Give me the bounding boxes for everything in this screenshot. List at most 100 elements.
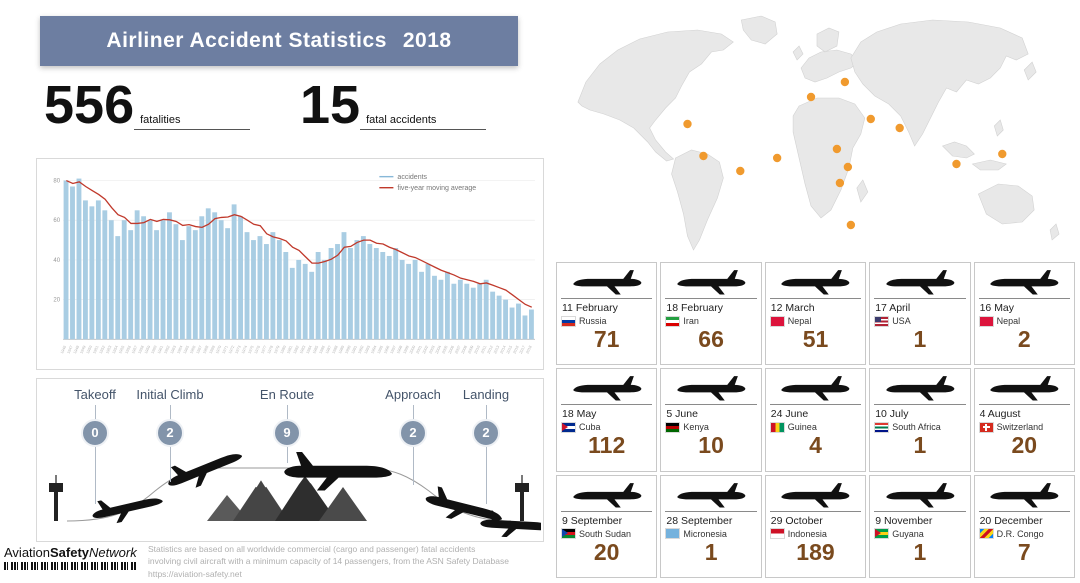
accident-date: 20 December [979, 514, 1043, 527]
fatalities-count: 51 [802, 326, 829, 352]
accident-date: 18 May [562, 408, 597, 421]
x-axis-year-label: 2000 [409, 345, 416, 354]
fatalities-count: 20 [593, 538, 620, 565]
accident-location-dot [699, 151, 708, 161]
accident-bar [244, 232, 250, 340]
legend-moving-average-label: five-year moving average [397, 185, 476, 192]
y-axis-tick-label: 60 [53, 218, 60, 224]
accident-bar [522, 315, 528, 340]
x-axis-year-label: 1987 [325, 345, 332, 354]
x-axis-year-label: 1972 [228, 345, 235, 354]
x-axis-year-label: 1980 [280, 345, 287, 354]
asn-url-link[interactable]: https://aviation-safety.net [148, 568, 242, 579]
x-axis-year-label: 2005 [441, 345, 448, 354]
card-divider [978, 404, 1070, 406]
x-axis-year-label: 1983 [299, 345, 306, 354]
accident-card: 18 February Iran 66 [660, 262, 762, 366]
card-divider [978, 298, 1070, 299]
chart-legend: accidents five-year moving average [379, 174, 476, 192]
accident-bar [393, 248, 399, 340]
x-axis-year-label: 2012 [487, 345, 494, 354]
airplane-silhouette-icon [880, 373, 960, 403]
accident-bar [95, 200, 101, 340]
phase-count-badge: 2 [156, 419, 184, 447]
accident-bar [179, 240, 185, 340]
accident-bar [464, 283, 470, 340]
x-axis-year-label: 1970 [215, 345, 222, 354]
x-axis-year-label: 1979 [273, 345, 280, 354]
accident-bar [276, 240, 282, 340]
accident-bar [251, 240, 256, 340]
accident-bar [218, 220, 224, 340]
x-axis-year-label: 1974 [241, 345, 248, 354]
country-name: Indonesia [787, 528, 827, 539]
x-axis-year-label: 1969 [209, 345, 216, 354]
disclaimer-line-2: involving civil aircraft with a minimum … [148, 556, 509, 567]
scandinavia [816, 27, 840, 53]
accident-bar [212, 212, 218, 340]
legend-accidents-label: accidents [397, 174, 427, 181]
phase-label: En Route [259, 387, 315, 402]
accident-bar [257, 236, 263, 340]
accident-bar [238, 216, 243, 340]
accident-country-row: South Sudan [561, 528, 656, 540]
phase-count-badge: 9 [273, 419, 301, 447]
accident-bar [477, 283, 483, 340]
accident-country-row: Cuba [561, 421, 656, 433]
accident-card: 29 October Indonesia 189 [764, 474, 867, 578]
accident-cards-grid: 11 February Russia 71 18 February Iran 66 12 M… [556, 262, 1075, 578]
x-axis-year-label: 1946 [60, 345, 67, 354]
x-axis-year-label: 1948 [73, 345, 80, 354]
accident-location-dot [998, 149, 1007, 159]
accident-bar [199, 216, 205, 340]
accident-country-row: Guinea [769, 421, 865, 433]
accident-bar [451, 283, 457, 340]
country-name: Guyana [892, 528, 924, 539]
country-name: USA [892, 316, 911, 326]
x-axis-year-label: 1988 [332, 345, 339, 354]
country-flag-icon [665, 315, 681, 327]
continent-australia [977, 183, 1035, 225]
country-flag-icon [769, 528, 785, 540]
fatalities-count: 2 [1017, 326, 1031, 352]
x-axis-year-label: 1947 [67, 345, 74, 354]
accident-location-dot [736, 166, 745, 176]
card-divider [561, 404, 653, 406]
accident-bar [76, 178, 82, 340]
greenland [740, 15, 778, 45]
country-name: Guinea [787, 422, 817, 433]
accident-bar [406, 263, 412, 340]
country-name: Russia [579, 316, 607, 326]
accident-bar [289, 267, 295, 340]
country-name: Switzerland [996, 422, 1044, 433]
accident-bar [516, 303, 521, 340]
phase-count-badge: 2 [399, 419, 427, 447]
x-axis-year-label: 2018 [525, 345, 532, 354]
x-axis-year-label: 1954 [112, 345, 119, 354]
country-name: South Sudan [579, 528, 632, 539]
phase-connector-line [486, 405, 487, 504]
accident-bar [160, 220, 166, 340]
fatal-accidents-label: fatal accidents [360, 114, 487, 130]
country-name: South Africa [892, 422, 941, 433]
accident-country-row: Iran [665, 315, 760, 327]
country-name: Micronesia [683, 528, 727, 539]
accident-bar [173, 224, 179, 340]
continent-north-america [577, 29, 734, 162]
x-axis-year-label: 1996 [383, 345, 390, 354]
accident-bar [322, 259, 328, 340]
x-axis-year-label: 1961 [157, 345, 164, 354]
fatalities-count: 66 [698, 326, 724, 352]
accident-bar [380, 251, 386, 340]
card-divider [665, 404, 757, 406]
country-flag-icon [665, 528, 681, 540]
airplane-silhouette-icon [567, 373, 647, 403]
accident-bar [283, 251, 289, 340]
accident-card: 4 August Switzerland 20 [973, 368, 1075, 472]
accident-bar [315, 251, 321, 340]
x-axis-year-label: 1978 [267, 345, 274, 354]
x-axis-year-label: 1985 [312, 345, 319, 354]
x-axis-year-label: 1992 [357, 345, 364, 354]
fatalities-label: fatalities [134, 114, 251, 130]
x-axis-year-label: 1952 [99, 345, 106, 354]
